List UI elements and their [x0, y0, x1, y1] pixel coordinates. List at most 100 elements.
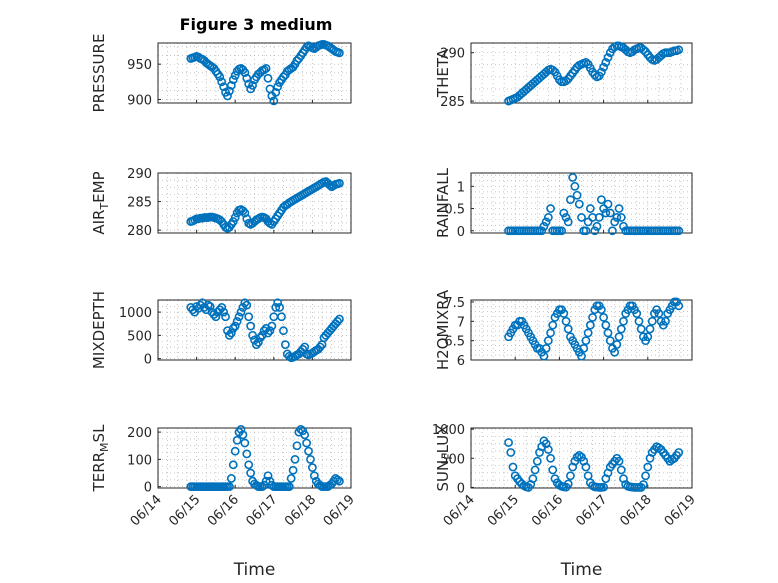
- x-tick-label: 06/17: [573, 492, 610, 529]
- data-point: [616, 324, 626, 334]
- data-point: [271, 88, 281, 97]
- y-axis-label: TERRMSL: [90, 424, 111, 493]
- y-tick-label: 1000: [432, 423, 465, 438]
- data-point: [614, 204, 624, 213]
- data-point: [273, 298, 283, 308]
- data-point: [242, 300, 252, 310]
- x-tick-label: 06/15: [485, 492, 522, 529]
- y-tick-label: 900: [127, 93, 152, 108]
- data-point: [647, 316, 657, 326]
- data-point: [596, 305, 606, 315]
- axes-frame: [157, 42, 352, 104]
- x-tick-label: 06/16: [205, 492, 242, 529]
- y-tick-label: 500: [440, 452, 465, 467]
- y-tick-label: 0: [457, 225, 465, 240]
- data-point: [539, 221, 549, 231]
- data-point: [583, 217, 593, 227]
- y-tick-label: 280: [127, 224, 152, 239]
- data-point: [269, 96, 279, 106]
- y-tick-label: 200: [127, 426, 152, 441]
- data-point: [541, 343, 551, 353]
- data-point: [661, 316, 670, 326]
- data-point: [508, 462, 518, 472]
- data-point: [566, 471, 575, 481]
- data-point: [548, 465, 558, 475]
- data-point: [546, 328, 555, 338]
- data-point: [674, 226, 684, 236]
- data-point: [230, 71, 240, 80]
- data-point: [298, 426, 308, 436]
- data-point: [304, 446, 313, 456]
- data-point: [225, 330, 234, 340]
- data-point: [610, 217, 620, 227]
- x-axis-label: Time: [233, 560, 276, 580]
- y-axis-label: THETA: [434, 48, 452, 98]
- data-point: [267, 321, 277, 331]
- y-tick-label: 0.5: [444, 203, 465, 218]
- data-point: [309, 471, 319, 481]
- data-point: [546, 453, 555, 463]
- data-point: [612, 340, 622, 349]
- y-axis-label: SUNFLUX: [434, 425, 455, 492]
- data-point: [300, 430, 310, 440]
- subplot-3: 280 285 290 AIRTEMP: [90, 167, 352, 239]
- data-point: [244, 79, 254, 89]
- data-point: [226, 474, 236, 483]
- data-point: [570, 181, 580, 191]
- y-axis-label: H2OMIXRA: [434, 289, 452, 370]
- data-point: [574, 199, 584, 209]
- data-point: [302, 438, 312, 448]
- data-point: [674, 301, 684, 311]
- data-point: [574, 450, 584, 460]
- data-point: [244, 312, 254, 322]
- y-tick-label: 290: [127, 167, 152, 182]
- data-point: [566, 195, 575, 205]
- data-point: [244, 460, 254, 470]
- data-point: [572, 190, 582, 200]
- data-point: [543, 213, 553, 222]
- data-point: [537, 226, 547, 236]
- y-tick-label: 500: [127, 329, 152, 344]
- series-points: [186, 424, 344, 492]
- data-point: [205, 302, 215, 311]
- data-point: [654, 309, 664, 318]
- y-tick-label: 6: [457, 354, 465, 369]
- data-point: [225, 482, 234, 492]
- data-point: [240, 208, 250, 218]
- data-point: [259, 65, 269, 75]
- data-point: [561, 316, 571, 326]
- y-tick-label: 0: [144, 353, 152, 368]
- data-point: [255, 333, 265, 343]
- data-point: [307, 463, 317, 472]
- y-tick-label: 7.5: [444, 296, 465, 311]
- subplot-1: 900 950 PRESSURE: [90, 34, 352, 112]
- data-point: [284, 482, 294, 492]
- data-point: [263, 328, 273, 338]
- subplot-4: 0 0.5 1 RAINFALL: [434, 167, 693, 240]
- y-tick-label: 0: [144, 481, 152, 496]
- data-point: [252, 340, 261, 350]
- data-point: [614, 332, 624, 342]
- data-point: [277, 312, 286, 322]
- y-tick-label: 285: [127, 196, 152, 211]
- y-axis-label: MIXDEPTH: [90, 291, 108, 369]
- data-point: [594, 213, 604, 222]
- data-point: [228, 75, 238, 85]
- data-point: [634, 316, 644, 326]
- x-tick-label: 06/19: [662, 492, 699, 529]
- data-point: [619, 316, 628, 326]
- data-point: [605, 336, 615, 346]
- data-point: [548, 320, 558, 330]
- data-point: [539, 351, 549, 361]
- data-point: [335, 48, 344, 58]
- data-point: [601, 320, 611, 330]
- data-point: [603, 199, 613, 209]
- data-point: [654, 443, 664, 453]
- x-tick-label: 06/17: [244, 492, 281, 529]
- y-axis-label: AIRTEMP: [90, 171, 111, 234]
- data-point: [504, 438, 513, 447]
- data-point: [238, 430, 248, 440]
- data-point: [599, 313, 608, 322]
